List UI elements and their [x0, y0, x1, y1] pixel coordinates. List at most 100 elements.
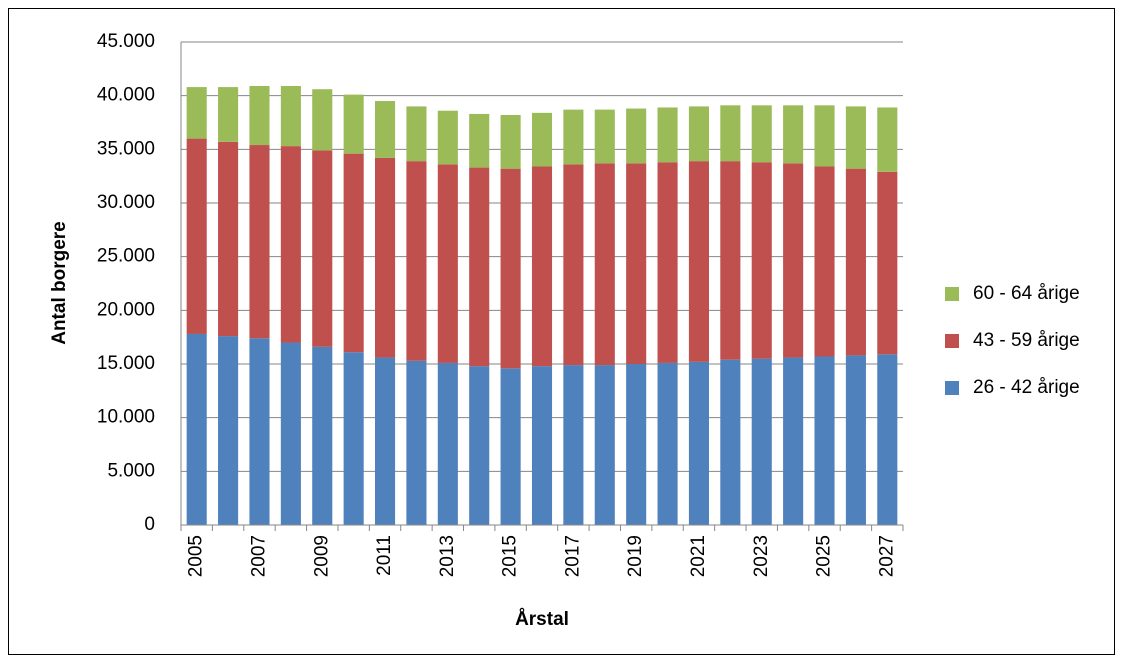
y-tick-label: 10.000 [97, 407, 155, 428]
bar-segment [626, 108, 647, 164]
y-tick-label: 40.000 [97, 85, 155, 106]
bar-segment [531, 166, 553, 367]
bar-segment [374, 101, 396, 158]
y-axis-title: Antal borgere [49, 221, 70, 345]
bar-segment [657, 162, 678, 363]
y-tick-label: 20.000 [97, 299, 155, 320]
x-tick-label: 2019 [625, 535, 646, 577]
bar-segment [531, 112, 553, 167]
bar-segment [657, 107, 678, 163]
legend-swatch [945, 334, 959, 348]
bar-segment [814, 166, 835, 357]
y-tick-label: 15.000 [97, 353, 155, 374]
bar-segment [500, 368, 521, 525]
bar-segment [312, 89, 333, 151]
bar-segment [845, 168, 866, 356]
x-tick-label: 2017 [562, 535, 583, 577]
bar-segment [312, 150, 333, 347]
legend-swatch [945, 287, 959, 301]
bar-segment [594, 163, 615, 366]
x-tick-label: 2021 [688, 535, 709, 577]
bar-segment [845, 355, 866, 525]
bar-segment [218, 141, 239, 337]
y-tick-label: 35.000 [97, 138, 155, 159]
bar-segment [280, 146, 301, 343]
bar-segment [688, 106, 710, 162]
y-tick-label: 0 [144, 514, 155, 535]
y-tick-label: 25.000 [97, 246, 155, 267]
y-tick-label: 5.000 [107, 460, 155, 481]
bar-segment [877, 171, 898, 355]
x-tick-label: 2025 [814, 535, 835, 577]
bar-segment [437, 110, 458, 165]
bar-segment [343, 153, 364, 353]
bar-segment [469, 167, 490, 367]
legend-swatch [945, 381, 959, 395]
bar-segment [814, 105, 835, 167]
chart-border [8, 8, 1115, 655]
bar-segment [437, 164, 458, 363]
bar-segment [374, 157, 396, 358]
bar-segment [312, 346, 333, 525]
bar-segment [783, 105, 804, 164]
bar-segment [186, 87, 207, 139]
bar-segment [406, 106, 427, 162]
bar-segment [594, 365, 615, 525]
bar-segment [218, 336, 239, 525]
bar-segment [563, 164, 584, 366]
y-tick-label: 45.000 [97, 31, 155, 52]
bar-segment [280, 86, 301, 147]
x-tick-label: 2007 [248, 535, 269, 577]
bar-segment [249, 338, 270, 525]
bar-segment [343, 94, 364, 154]
x-tick-label: 2027 [876, 535, 897, 577]
bar-segment [783, 163, 804, 358]
bar-segment [469, 366, 490, 525]
bar-segment [406, 360, 427, 525]
bar-segment [343, 352, 364, 525]
x-tick-label: 2023 [751, 535, 772, 577]
bar-segment [877, 107, 898, 172]
bar-segment [406, 161, 427, 361]
bar-segment [186, 333, 207, 525]
bar-segment [374, 357, 396, 525]
bar-segment [500, 168, 521, 369]
x-tick-label: 2013 [437, 535, 458, 577]
bar-segment [751, 162, 772, 359]
bar-segment [249, 145, 270, 339]
bar-segment [720, 359, 741, 525]
bar-segment [531, 366, 553, 525]
bar-segment [626, 163, 647, 364]
bar-segment [814, 356, 835, 525]
bar-segment [845, 106, 866, 169]
legend-label: 43 - 59 årige [973, 330, 1080, 351]
legend-label: 26 - 42 årige [973, 377, 1080, 398]
bar-segment [720, 161, 741, 360]
bar-segment [218, 87, 239, 142]
bar-segment [594, 109, 615, 164]
x-tick-label: 2009 [311, 535, 332, 577]
y-tick-label: 30.000 [97, 192, 155, 213]
bar-segment [249, 86, 270, 146]
bar-segment [877, 354, 898, 525]
legend-label: 60 - 64 årige [973, 283, 1080, 304]
bar-segment [280, 342, 301, 525]
bar-segment [437, 362, 458, 525]
bar-segment [563, 365, 584, 525]
x-tick-label: 2015 [500, 535, 521, 577]
bar-segment [500, 114, 521, 169]
x-axis-title: Årstal [515, 609, 569, 630]
bar-segment [563, 109, 584, 165]
bar-segment [657, 362, 678, 525]
x-tick-label: 2005 [186, 535, 207, 577]
bar-segment [186, 138, 207, 334]
x-tick-label: 2011 [374, 535, 395, 576]
bar-segment [469, 113, 490, 168]
bar-segment [626, 364, 647, 525]
bar-segment [751, 358, 772, 525]
bar-segment [751, 105, 772, 163]
bar-segment [688, 361, 710, 525]
bar-segment [783, 357, 804, 525]
bar-segment [720, 105, 741, 162]
